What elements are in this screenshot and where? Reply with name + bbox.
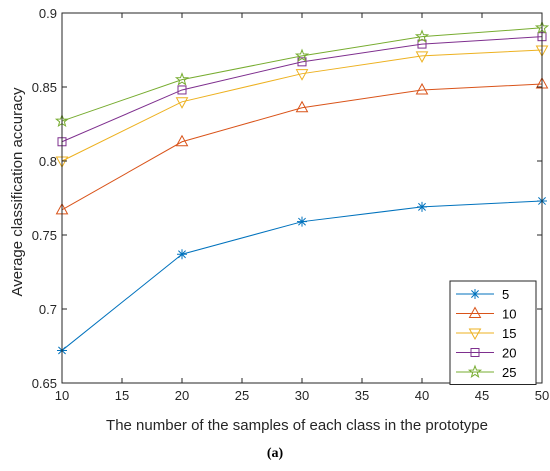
axes [61,12,543,384]
tick-labels: 10 15 20 25 30 35 40 45 50 0.65 0.7 0.75 0.8 0.85 0.9 [32,6,550,403]
figure-caption: (a) [0,446,550,462]
data-point-25 [414,29,430,43]
caption-text: (a) [266,446,284,461]
x-tick-label: 35 [355,388,369,403]
data-point-25 [174,72,190,86]
legend-label: 5 [502,287,509,302]
legend-marker [467,364,483,379]
x-tick-label: 25 [235,388,249,403]
data-point-10 [175,134,189,147]
y-tick-label: 0.7 [39,302,57,317]
legend-item-5: 5 [456,287,509,302]
legend-label: 25 [502,365,516,380]
x-tick-label: 20 [175,388,189,403]
x-axis-label: The number of the samples of each class … [106,417,488,434]
y-tick-label: 0.75 [32,228,57,243]
legend-marker [470,289,480,299]
series-line-25 [61,27,543,122]
data-point-25 [294,48,310,62]
legend-item-25: 25 [456,364,516,380]
y-tick-label: 0.9 [39,6,57,21]
x-tick-label: 50 [535,388,549,403]
series-line-20 [61,36,543,143]
x-tick-label: 30 [295,388,309,403]
data-point-20 [177,85,187,95]
y-tick-label: 0.8 [39,154,57,169]
data-point-20 [417,39,427,49]
legend-marker [470,348,480,357]
legend-label: 20 [502,346,516,361]
data-point-10 [415,82,429,95]
legend-label: 10 [502,307,516,322]
series-25 [54,20,550,128]
legend-item-10: 10 [456,306,516,322]
series-line-15 [61,49,543,162]
line-chart: 10 15 20 25 30 35 40 45 500.650.70.750.80.850.9 … [9,6,550,434]
data-point-5 [417,201,427,212]
data-point-10 [295,100,309,113]
y-axis-label: Average classification accuracy [9,87,26,296]
x-tick-label: 15 [115,388,129,403]
y-tick-label: 0.85 [32,80,57,95]
data-point-5 [177,249,187,260]
legend-item-15: 15 [456,326,516,341]
x-tick-label: 40 [415,388,429,403]
data-point-15 [415,51,429,63]
data-point-15 [295,69,309,81]
legend-item-20: 20 [456,346,516,361]
series-10 [55,77,549,215]
data-point-15 [175,97,189,109]
legend-marker [468,328,482,341]
legend: 5 10 15 20 25 [449,280,537,385]
y-tick-label: 0.65 [32,376,57,391]
data-point-5 [297,216,307,227]
legend-marker [468,306,482,318]
x-tick-label: 10 [55,388,69,403]
x-tick-label: 45 [475,388,489,403]
series-line-10 [61,83,543,211]
legend-label: 15 [502,326,516,341]
